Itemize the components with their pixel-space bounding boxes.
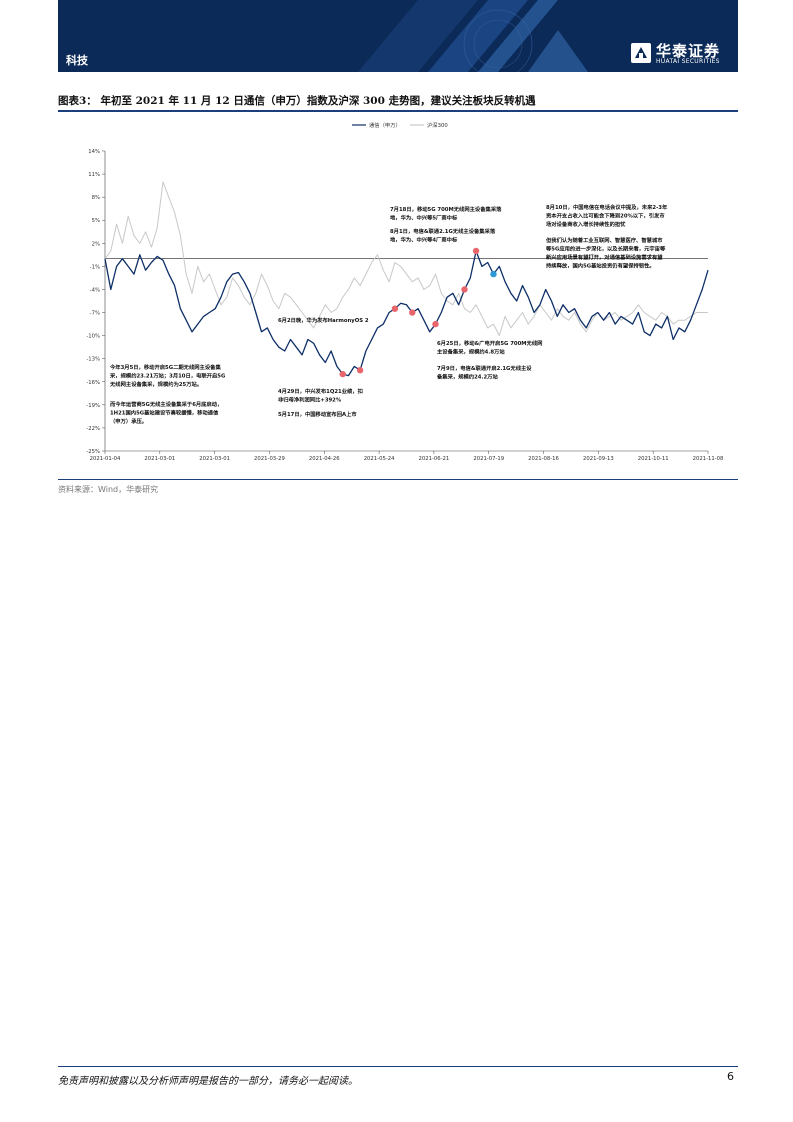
disclaimer: 免责声明和披露以及分析师声明是报告的一部分，请务必一起阅读。 — [58, 1076, 358, 1087]
annotation-a9: 备集采，规模约24.2万站 — [436, 373, 498, 381]
x-tick-label: 2021-06-21 — [419, 456, 450, 462]
annotation-a9: 7月9日，电信&联通开启2.1G无线主设 — [437, 364, 532, 372]
annotation-a2: （申万）承压。 — [110, 417, 147, 425]
x-tick-label: 2021-10-11 — [638, 456, 669, 462]
legend-hs300-label: 沪深300 — [427, 121, 448, 129]
annotation-a10: 资本开支占收入比可能会下降到20%以下，引发市 — [546, 212, 665, 220]
event-marker — [356, 367, 364, 374]
annotation-a10: 8月10日，中国电信在电话会议中提及，未来2-3年 — [546, 203, 668, 211]
annotation-a6: 地，华为、中兴等5厂商中标 — [390, 214, 458, 222]
x-tick-label: 2021-03-01 — [199, 456, 230, 462]
annotation-a5: 5月17日，中国移动宣布回A上市 — [278, 410, 357, 418]
x-tick-label: 2021-04-26 — [309, 456, 340, 462]
annotation-a7: 8月1日，电信&联通2.1G无线主设备集采落 — [390, 227, 496, 235]
annotation-a11: 新兴应用场景有望打开，对通信基础设施需求有望 — [546, 253, 663, 261]
annotation-a2: 而今年运营商5G无线主设备集采于6月底启动， — [110, 400, 222, 408]
annotation-a8: 6月25日，移动&广电开启5G 700M无线网 — [437, 339, 542, 347]
y-tick-label: 14% — [88, 149, 100, 155]
event-marker — [391, 305, 399, 312]
annotation-a11: 但我们认为随着工业互联网、智慧医疗、智慧城市 — [545, 236, 663, 244]
event-marker — [432, 320, 439, 328]
brand-name-cn: 华泰证券 — [656, 42, 721, 60]
y-tick-label: -10% — [86, 334, 100, 340]
y-tick-label: -16% — [86, 380, 100, 386]
event-marker — [409, 309, 416, 316]
annotation-a1: 采，规模约23.21万站；3月10日，电联开启5G — [110, 372, 225, 380]
legend-telecom-label: 通信（申万） — [369, 121, 401, 129]
y-tick-label: -19% — [86, 403, 100, 409]
annotation-a1: 今年3月5日，移动开启5G二期无线网主设备集 — [109, 363, 221, 371]
event-marker — [339, 370, 346, 378]
x-tick-label: 2021-08-16 — [528, 456, 559, 462]
figure-title: 图表3： 年初至 2021 年 11 月 12 日通信（申万）指数及沪深 300… — [58, 95, 536, 107]
annotation-a4: 4月29日，中兴发布1Q21业绩，扣 — [278, 387, 363, 395]
x-tick-label: 2021-11-08 — [693, 456, 724, 462]
annotation-a11: 等5G应用的进一步深化，以及长期来看，元宇宙等 — [546, 245, 666, 253]
brand-logo-icon — [631, 43, 651, 63]
annotation-a4: 非归母净利润同比+392% — [278, 396, 342, 404]
annotation-a10: 场对设备商收入增长持续性的担忧 — [546, 220, 626, 228]
section-label: 科技 — [66, 54, 88, 67]
y-tick-label: 2% — [92, 241, 100, 247]
line-chart: 14% 11% 8% 5% 2% -1% -4% -7% -10% -13% -16% -19% -22… — [86, 121, 724, 462]
y-tick-label: -1% — [90, 264, 100, 270]
annotation-a2: 1H21国内5G基站建设节奏较缓慢，移动通信 — [110, 409, 219, 417]
y-tick-label: -13% — [86, 357, 100, 363]
source-note: 资料来源：Wind，华泰研究 — [58, 485, 159, 494]
annotation-a1: 无线网主设备集采，规模约为25万站。 — [109, 380, 202, 388]
event-marker — [472, 247, 480, 255]
annotation-a3: 6月2日晚，华为发布HarmonyOS 2 — [278, 316, 369, 324]
x-tick-label: 2021-01-04 — [90, 456, 121, 462]
x-tick-label: 2021-09-13 — [583, 456, 614, 462]
page-number: 6 — [727, 1070, 734, 1083]
annotation-a8: 主设备集采，规模约4.8万站 — [437, 348, 505, 356]
brand-logo: 华泰证券 HUATAI SECURITIES — [630, 38, 730, 68]
header-banner: 科技 华泰证券 HUATAI SECURITIES — [58, 0, 738, 72]
series-telecom-line — [104, 250, 709, 377]
event-marker — [490, 270, 497, 278]
annotation-a6: 7月18日，移动5G 700M无线网主设备集采落 — [390, 205, 502, 213]
event-marker — [461, 286, 468, 293]
x-tick-label: 2021-03-29 — [254, 456, 285, 462]
series-hs300-line — [104, 181, 708, 337]
annotation-a11: 持续释放，国内5G基站投资仍有望保持韧性。 — [546, 262, 655, 270]
x-tick-label: 2021-03-01 — [144, 456, 175, 462]
x-tick-label: 2021-05-24 — [364, 456, 395, 462]
annotation-a7: 地，华为、中兴等4厂商中标 — [390, 236, 458, 244]
y-tick-label: 5% — [92, 218, 100, 224]
y-tick-label: 11% — [88, 172, 100, 178]
chart-divider — [58, 479, 738, 480]
y-tick-label: 8% — [92, 195, 100, 201]
y-tick-label: -7% — [90, 311, 100, 317]
footer-divider — [58, 1066, 738, 1067]
title-divider — [58, 110, 738, 112]
brand-name-en: HUATAI SECURITIES — [656, 58, 720, 65]
x-tick-label: 2021-07-19 — [473, 456, 504, 462]
y-tick-label: -4% — [90, 287, 100, 293]
y-tick-label: -22% — [86, 426, 100, 432]
banner-pattern — [358, 0, 588, 72]
y-tick-label: -25% — [86, 449, 100, 455]
